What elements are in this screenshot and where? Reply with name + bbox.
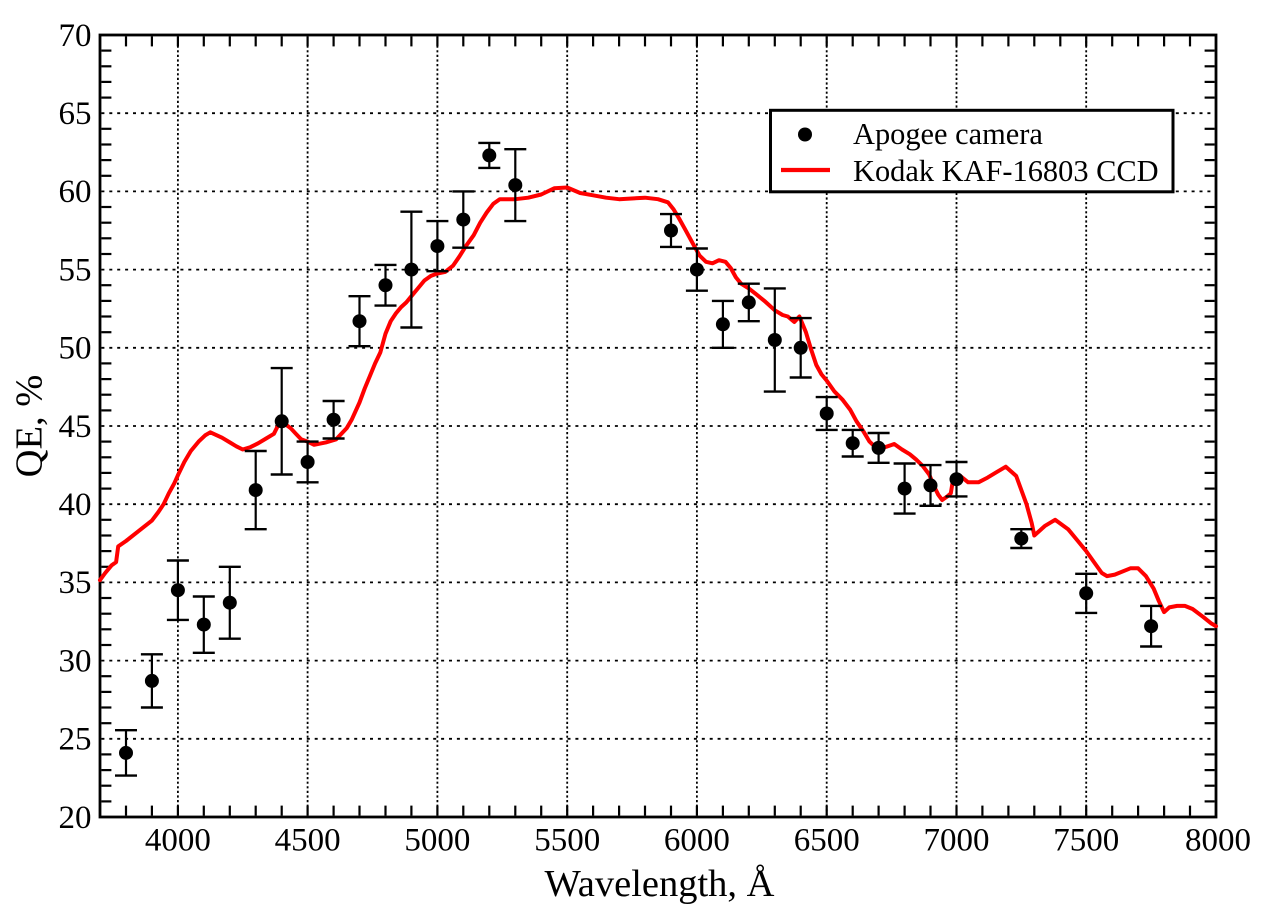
svg-text:6000: 6000 [664,822,730,858]
svg-text:30: 30 [59,643,92,679]
svg-text:70: 70 [59,18,92,54]
svg-text:6500: 6500 [794,822,860,858]
svg-text:5500: 5500 [534,822,600,858]
svg-text:QE, %: QE, % [9,375,51,478]
svg-text:55: 55 [59,252,92,288]
svg-text:65: 65 [59,96,92,132]
svg-text:5000: 5000 [404,822,470,858]
svg-text:7500: 7500 [1053,822,1119,858]
svg-text:25: 25 [59,722,92,758]
svg-text:4000: 4000 [145,822,211,858]
svg-text:40: 40 [59,487,92,523]
svg-text:Wavelength, Å: Wavelength, Å [545,863,775,905]
svg-text:35: 35 [59,565,92,601]
svg-text:Kodak KAF-16803 CCD: Kodak KAF-16803 CCD [853,154,1159,188]
svg-text:60: 60 [59,174,92,210]
svg-text:8000: 8000 [1185,822,1251,858]
svg-text:7000: 7000 [924,822,990,858]
svg-text:45: 45 [59,409,92,445]
svg-text:50: 50 [59,331,92,367]
svg-text:4500: 4500 [275,822,341,858]
svg-text:Apogee camera: Apogee camera [853,117,1043,151]
svg-text:20: 20 [59,800,92,836]
